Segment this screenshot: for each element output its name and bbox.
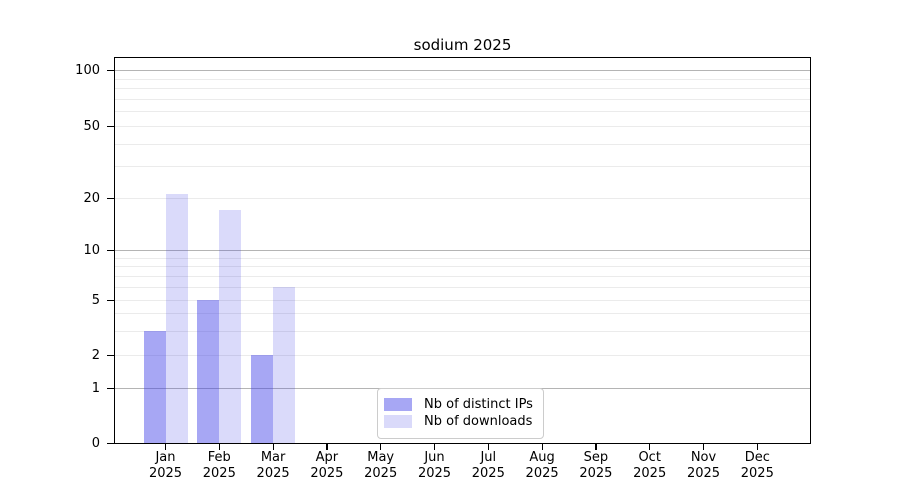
y-tick-label-1: 1 xyxy=(91,380,100,396)
legend-swatch-downloads xyxy=(384,415,412,428)
x-tick-month: Apr xyxy=(315,450,339,465)
x-tick-month: Jul xyxy=(480,450,497,465)
x-tick-mark-jun xyxy=(434,444,436,450)
y-tick-mark-100 xyxy=(107,69,114,71)
x-tick-year: 2025 xyxy=(579,466,613,481)
bar-nb-of-distinct-ips-jan xyxy=(143,330,166,443)
gridline-9 xyxy=(115,257,810,259)
y-tick-label-100: 100 xyxy=(75,62,100,78)
legend-label-distinct-ips: Nb of distinct IPs xyxy=(424,397,533,412)
gridline-20 xyxy=(115,198,810,199)
y-tick-label-2: 2 xyxy=(91,347,100,363)
x-tick-label-mar: Mar 2025 xyxy=(238,450,308,482)
x-tick-month: Jun xyxy=(424,450,445,465)
gridline-30 xyxy=(115,166,810,168)
x-tick-month: Mar xyxy=(260,450,286,465)
gridline-90 xyxy=(115,78,810,80)
chart-title: sodium 2025 xyxy=(413,36,512,54)
x-tick-year: 2025 xyxy=(686,466,721,481)
x-tick-month: Aug xyxy=(529,450,555,465)
x-tick-year: 2025 xyxy=(633,466,667,481)
gridline-40 xyxy=(115,143,810,145)
x-tick-mark-jan xyxy=(165,444,167,450)
y-tick-label-10: 10 xyxy=(83,242,100,258)
legend: Nb of distinct IPs Nb of downloads xyxy=(377,388,544,439)
x-tick-year: 2025 xyxy=(740,466,774,481)
x-tick-year: 2025 xyxy=(525,466,559,481)
x-tick-year: 2025 xyxy=(202,466,236,481)
x-tick-label-dec: Dec 2025 xyxy=(722,450,792,482)
x-tick-year: 2025 xyxy=(417,466,452,481)
legend-swatch-distinct-ips xyxy=(384,398,412,411)
x-tick-mark-nov xyxy=(703,444,705,450)
plot-area: Nb of distinct IPs Nb of downloads xyxy=(114,57,811,444)
x-tick-year: 2025 xyxy=(310,466,344,481)
x-tick-label-sep: Sep 2025 xyxy=(561,450,631,482)
y-tick-mark-0 xyxy=(107,442,114,444)
x-tick-mark-sep xyxy=(595,444,597,450)
bar-nb-of-distinct-ips-mar xyxy=(251,355,274,443)
legend-label-downloads: Nb of downloads xyxy=(424,414,533,429)
gridline-2 xyxy=(115,355,810,356)
x-tick-mark-aug xyxy=(541,444,543,450)
x-tick-label-jun: Jun 2025 xyxy=(400,450,470,482)
gridline-80 xyxy=(115,88,810,90)
legend-row-distinct-ips: Nb of distinct IPs xyxy=(384,397,533,412)
gridline-50 xyxy=(115,126,810,127)
x-tick-year: 2025 xyxy=(148,466,183,481)
gridline-7 xyxy=(115,275,810,277)
x-tick-label-jan: Jan 2025 xyxy=(131,450,201,482)
x-tick-mark-jul xyxy=(487,444,490,450)
legend-row-downloads: Nb of downloads xyxy=(384,414,533,429)
y-tick-label-5: 5 xyxy=(91,292,100,308)
x-tick-label-oct: Oct 2025 xyxy=(615,450,685,482)
gridline-70 xyxy=(115,98,810,100)
x-tick-mark-mar xyxy=(272,444,274,450)
x-tick-month: Nov xyxy=(690,450,717,465)
x-tick-mark-dec xyxy=(756,444,759,450)
y-tick-mark-20 xyxy=(107,197,114,199)
x-tick-month: May xyxy=(367,450,395,465)
y-tick-label-20: 20 xyxy=(83,190,100,206)
x-tick-month: Sep xyxy=(583,450,609,465)
y-tick-label-0: 0 xyxy=(91,435,100,451)
gridline-3 xyxy=(115,330,810,332)
x-tick-mark-feb xyxy=(218,444,221,450)
y-tick-mark-50 xyxy=(107,125,114,127)
bar-nb-of-distinct-ips-feb xyxy=(197,300,220,443)
x-tick-mark-oct xyxy=(649,444,651,450)
x-tick-label-may: May 2025 xyxy=(346,450,416,482)
x-tick-label-aug: Aug 2025 xyxy=(507,450,577,482)
y-tick-label-50: 50 xyxy=(83,118,100,134)
gridline-6 xyxy=(115,286,810,288)
y-tick-mark-10 xyxy=(107,249,114,251)
gridline-4 xyxy=(115,313,810,315)
x-tick-year: 2025 xyxy=(364,466,398,481)
bar-nb-of-downloads-mar xyxy=(273,286,296,443)
x-tick-month: Feb xyxy=(207,450,231,465)
x-tick-month: Oct xyxy=(638,450,661,465)
gridline-100 xyxy=(115,70,810,71)
y-tick-mark-5 xyxy=(107,299,114,301)
gridline-8 xyxy=(115,266,810,268)
y-tick-mark-2 xyxy=(107,354,114,356)
gridline-10 xyxy=(115,250,810,251)
x-tick-label-jul: Jul 2025 xyxy=(453,450,523,482)
y-tick-mark-1 xyxy=(107,387,114,389)
x-tick-mark-may xyxy=(380,444,382,450)
x-tick-year: 2025 xyxy=(471,466,505,481)
x-tick-mark-apr xyxy=(326,444,328,450)
bar-nb-of-downloads-jan xyxy=(165,194,188,443)
x-tick-month: Dec xyxy=(744,450,770,465)
gridline-5 xyxy=(115,300,810,301)
x-tick-label-feb: Feb 2025 xyxy=(184,450,254,482)
gridline-60 xyxy=(115,111,810,113)
x-tick-label-apr: Apr 2025 xyxy=(292,450,362,482)
x-tick-year: 2025 xyxy=(256,466,290,481)
bar-nb-of-downloads-feb xyxy=(219,210,242,443)
x-tick-label-nov: Nov 2025 xyxy=(669,450,739,482)
x-tick-month: Jan xyxy=(155,450,176,465)
